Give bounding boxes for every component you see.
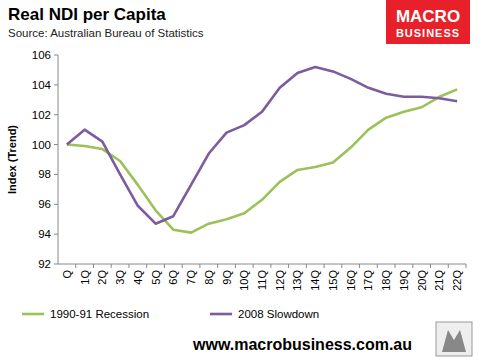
- x-tick: [235, 264, 236, 268]
- x-tick-label: 22Q: [451, 270, 463, 291]
- logo-icon-shape: [442, 330, 466, 352]
- x-tick: [270, 264, 271, 268]
- y-tick: [54, 204, 58, 205]
- y-tick-label: 98: [38, 168, 51, 180]
- x-tick-label: 7Q: [185, 270, 197, 285]
- x-tick: [128, 264, 129, 268]
- x-tick: [412, 264, 413, 268]
- x-tick-label: 14Q: [309, 270, 321, 291]
- logo-text: BUSINESS: [396, 27, 460, 39]
- x-tick: [395, 264, 396, 268]
- y-tick-label: 100: [32, 139, 51, 151]
- logo-text: MACRO: [396, 7, 460, 26]
- legend-swatch: [210, 313, 232, 316]
- y-tick: [54, 234, 58, 235]
- y-tick: [54, 114, 58, 115]
- y-tick: [54, 55, 58, 56]
- logo-icon: [436, 322, 472, 356]
- legend-label: 2008 Slowdown: [238, 308, 319, 320]
- x-tick-label: 11Q: [256, 270, 268, 290]
- x-tick-label: 10Q: [238, 270, 250, 291]
- subtitle: Source: Australian Bureau of Statistics: [8, 27, 204, 39]
- x-tick-label: 20Q: [416, 270, 428, 291]
- x-tick-label: 13Q: [291, 270, 303, 291]
- x-tick: [359, 264, 360, 268]
- x-tick-label: 9Q: [221, 270, 233, 285]
- x-tick-label: 16Q: [345, 270, 357, 291]
- x-tick-label: 17Q: [362, 270, 374, 291]
- x-tick: [466, 264, 467, 268]
- y-tick: [54, 174, 58, 175]
- series-line: [67, 67, 457, 224]
- legend-swatch: [22, 313, 44, 316]
- x-tick: [111, 264, 112, 268]
- x-tick-label: 5Q: [150, 270, 162, 285]
- x-tick: [217, 264, 218, 268]
- plot-area: [67, 67, 457, 233]
- x-tick-label: 6Q: [167, 270, 179, 285]
- x-tick: [182, 264, 183, 268]
- x-tick: [324, 264, 325, 268]
- x-tick: [146, 264, 147, 268]
- x-tick: [306, 264, 307, 268]
- x-tick-label: 21Q: [433, 270, 445, 291]
- y-axis-label: Index (Trend): [6, 125, 18, 194]
- chart: Real NDI per Capita Source: Australian Bu…: [0, 0, 482, 360]
- x-tick: [448, 264, 449, 268]
- x-axis: [58, 264, 466, 265]
- y-tick: [54, 84, 58, 85]
- x-tick-label: 18Q: [380, 270, 392, 291]
- footer-url: www.macrobusiness.com.au: [192, 336, 412, 353]
- x-tick-label: 1Q: [79, 270, 91, 285]
- x-tick-label: 4Q: [132, 270, 144, 285]
- y-tick-label: 106: [32, 49, 51, 61]
- y-tick-label: 104: [32, 79, 52, 91]
- x-tick-label: 2Q: [96, 270, 108, 285]
- x-tick-label: 15Q: [327, 270, 339, 291]
- x-tick-label: 12Q: [274, 270, 286, 291]
- x-tick: [288, 264, 289, 268]
- x-tick-label: 8Q: [203, 270, 215, 285]
- x-tick: [199, 264, 200, 268]
- y-axis: [58, 55, 59, 264]
- x-tick: [377, 264, 378, 268]
- x-tick-label: Q: [61, 270, 73, 279]
- logo-box: [386, 0, 470, 44]
- x-tick: [75, 264, 76, 268]
- x-tick-label: 19Q: [398, 270, 410, 291]
- y-tick: [54, 144, 58, 145]
- y-tick-label: 94: [38, 228, 51, 240]
- x-tick-label: 3Q: [114, 270, 126, 285]
- x-tick: [430, 264, 431, 268]
- y-tick-label: 96: [38, 198, 51, 210]
- y-tick-label: 92: [38, 258, 51, 270]
- x-tick: [341, 264, 342, 268]
- title: Real NDI per Capita: [8, 5, 166, 24]
- legend-label: 1990-91 Recession: [50, 308, 149, 320]
- y-tick-label: 102: [32, 109, 51, 121]
- y-tick: [54, 264, 58, 265]
- x-tick: [253, 264, 254, 268]
- x-tick: [164, 264, 165, 268]
- x-tick: [93, 264, 94, 268]
